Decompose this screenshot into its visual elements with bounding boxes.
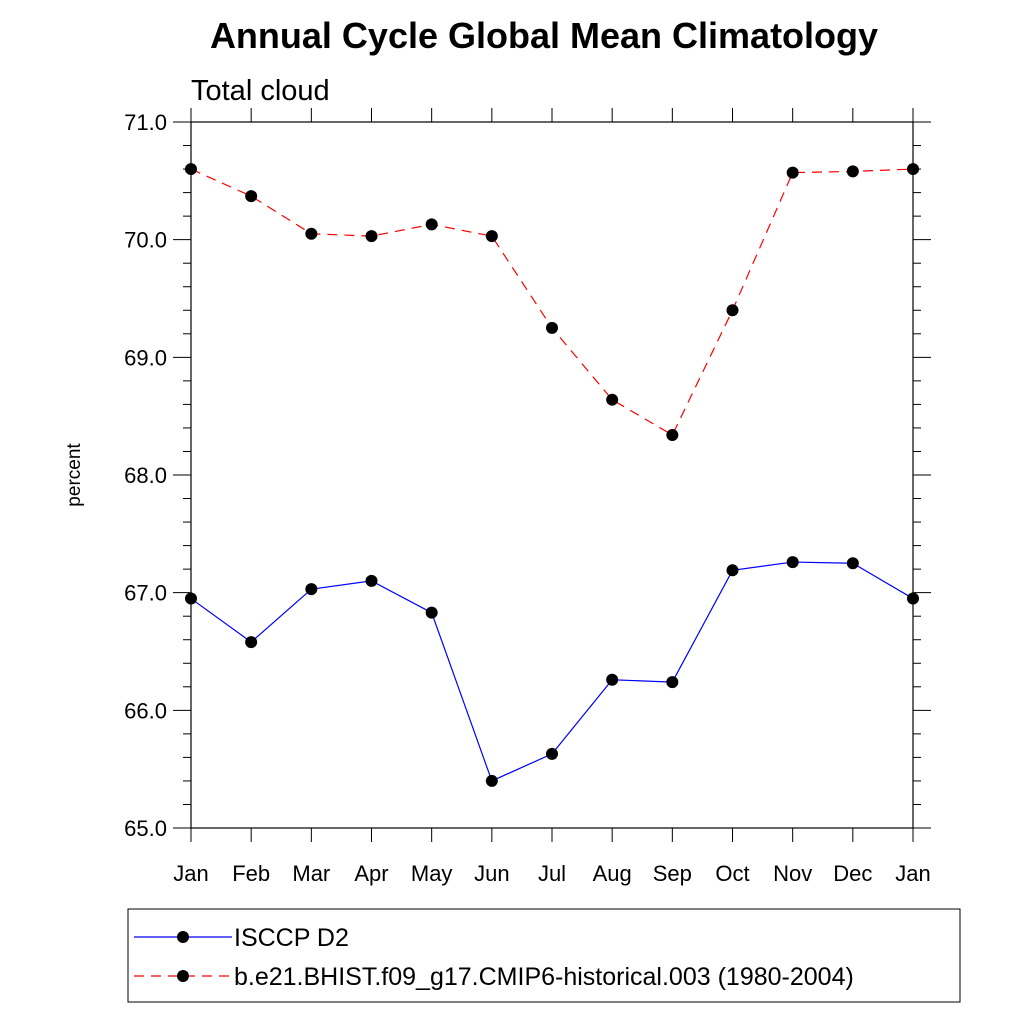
y-tick-label: 66.0	[124, 698, 167, 723]
x-tick-label: Apr	[354, 861, 388, 886]
chart-title: Annual Cycle Global Mean Climatology	[210, 15, 878, 56]
series-layer	[185, 163, 919, 787]
axis-ticks	[173, 108, 931, 842]
series-0-point	[907, 592, 919, 605]
y-tick-label: 70.0	[124, 228, 167, 253]
x-tick-label: Aug	[593, 861, 632, 886]
series-0-point	[485, 774, 498, 787]
y-tick-label: 67.0	[124, 581, 167, 606]
y-tick-labels: 65.0 66.0 67.0 68.0 69.0 70.0 71.0	[124, 110, 167, 841]
series-1-point	[606, 393, 619, 406]
series-1-point	[485, 230, 498, 243]
x-tick-label: Jun	[474, 861, 509, 886]
series-0-point	[786, 556, 799, 569]
series-0-point	[245, 636, 258, 649]
x-tick-label: Feb	[232, 861, 270, 886]
series-0-point	[305, 583, 318, 596]
y-axis-label: percent	[64, 443, 85, 507]
x-tick-label: Nov	[773, 861, 812, 886]
x-tick-label: Jul	[538, 861, 566, 886]
x-tick-label: Dec	[833, 861, 872, 886]
legend-label-isccp: ISCCP D2	[234, 924, 349, 952]
series-0-point	[425, 606, 438, 619]
series-1-point	[666, 428, 679, 441]
series-1-point	[425, 218, 438, 231]
y-tick-label: 68.0	[124, 463, 167, 488]
series-0-point	[546, 747, 558, 760]
chart-subtitle: Total cloud	[191, 75, 330, 107]
series-0-point	[185, 592, 197, 605]
x-tick-label: May	[411, 861, 453, 886]
series-1-point	[305, 227, 318, 240]
legend-box	[127, 908, 961, 1003]
series-1-point	[907, 163, 919, 176]
x-tick-labels: Jan Feb Mar Apr May Jun Jul Aug Sep Oct Nov Dec Jan	[173, 861, 930, 886]
x-tick-label: Oct	[715, 861, 749, 886]
y-tick-label: 71.0	[124, 110, 167, 135]
legend-label-model: b.e21.BHIST.f09_g17.CMIP6-historical.003…	[234, 963, 854, 991]
series-1-point	[846, 165, 859, 178]
legend-marker-isccp	[177, 931, 189, 943]
series-1-point	[726, 304, 739, 317]
x-tick-label: Sep	[653, 861, 692, 886]
y-tick-label: 69.0	[124, 345, 167, 370]
x-tick-label: Jan	[895, 861, 930, 886]
series-0-point	[606, 673, 619, 686]
plot-frame	[190, 121, 914, 829]
series-1-point	[546, 321, 558, 334]
legend: ISCCP D2 b.e21.BHIST.f09_g17.CMIP6-histo…	[127, 908, 961, 1003]
x-tick-label: Jan	[173, 861, 208, 886]
x-tick-label: Mar	[292, 861, 330, 886]
series-0-point	[726, 564, 739, 577]
series-0-point	[846, 557, 859, 570]
y-tick-label: 65.0	[124, 816, 167, 841]
series-1-point	[365, 230, 378, 243]
series-0-point	[666, 676, 679, 689]
legend-marker-model	[177, 970, 189, 982]
series-1-point	[185, 163, 197, 176]
series-0-point	[365, 574, 378, 587]
series-line-1	[190, 168, 914, 436]
series-1-point	[245, 190, 258, 203]
series-1-point	[786, 166, 799, 179]
